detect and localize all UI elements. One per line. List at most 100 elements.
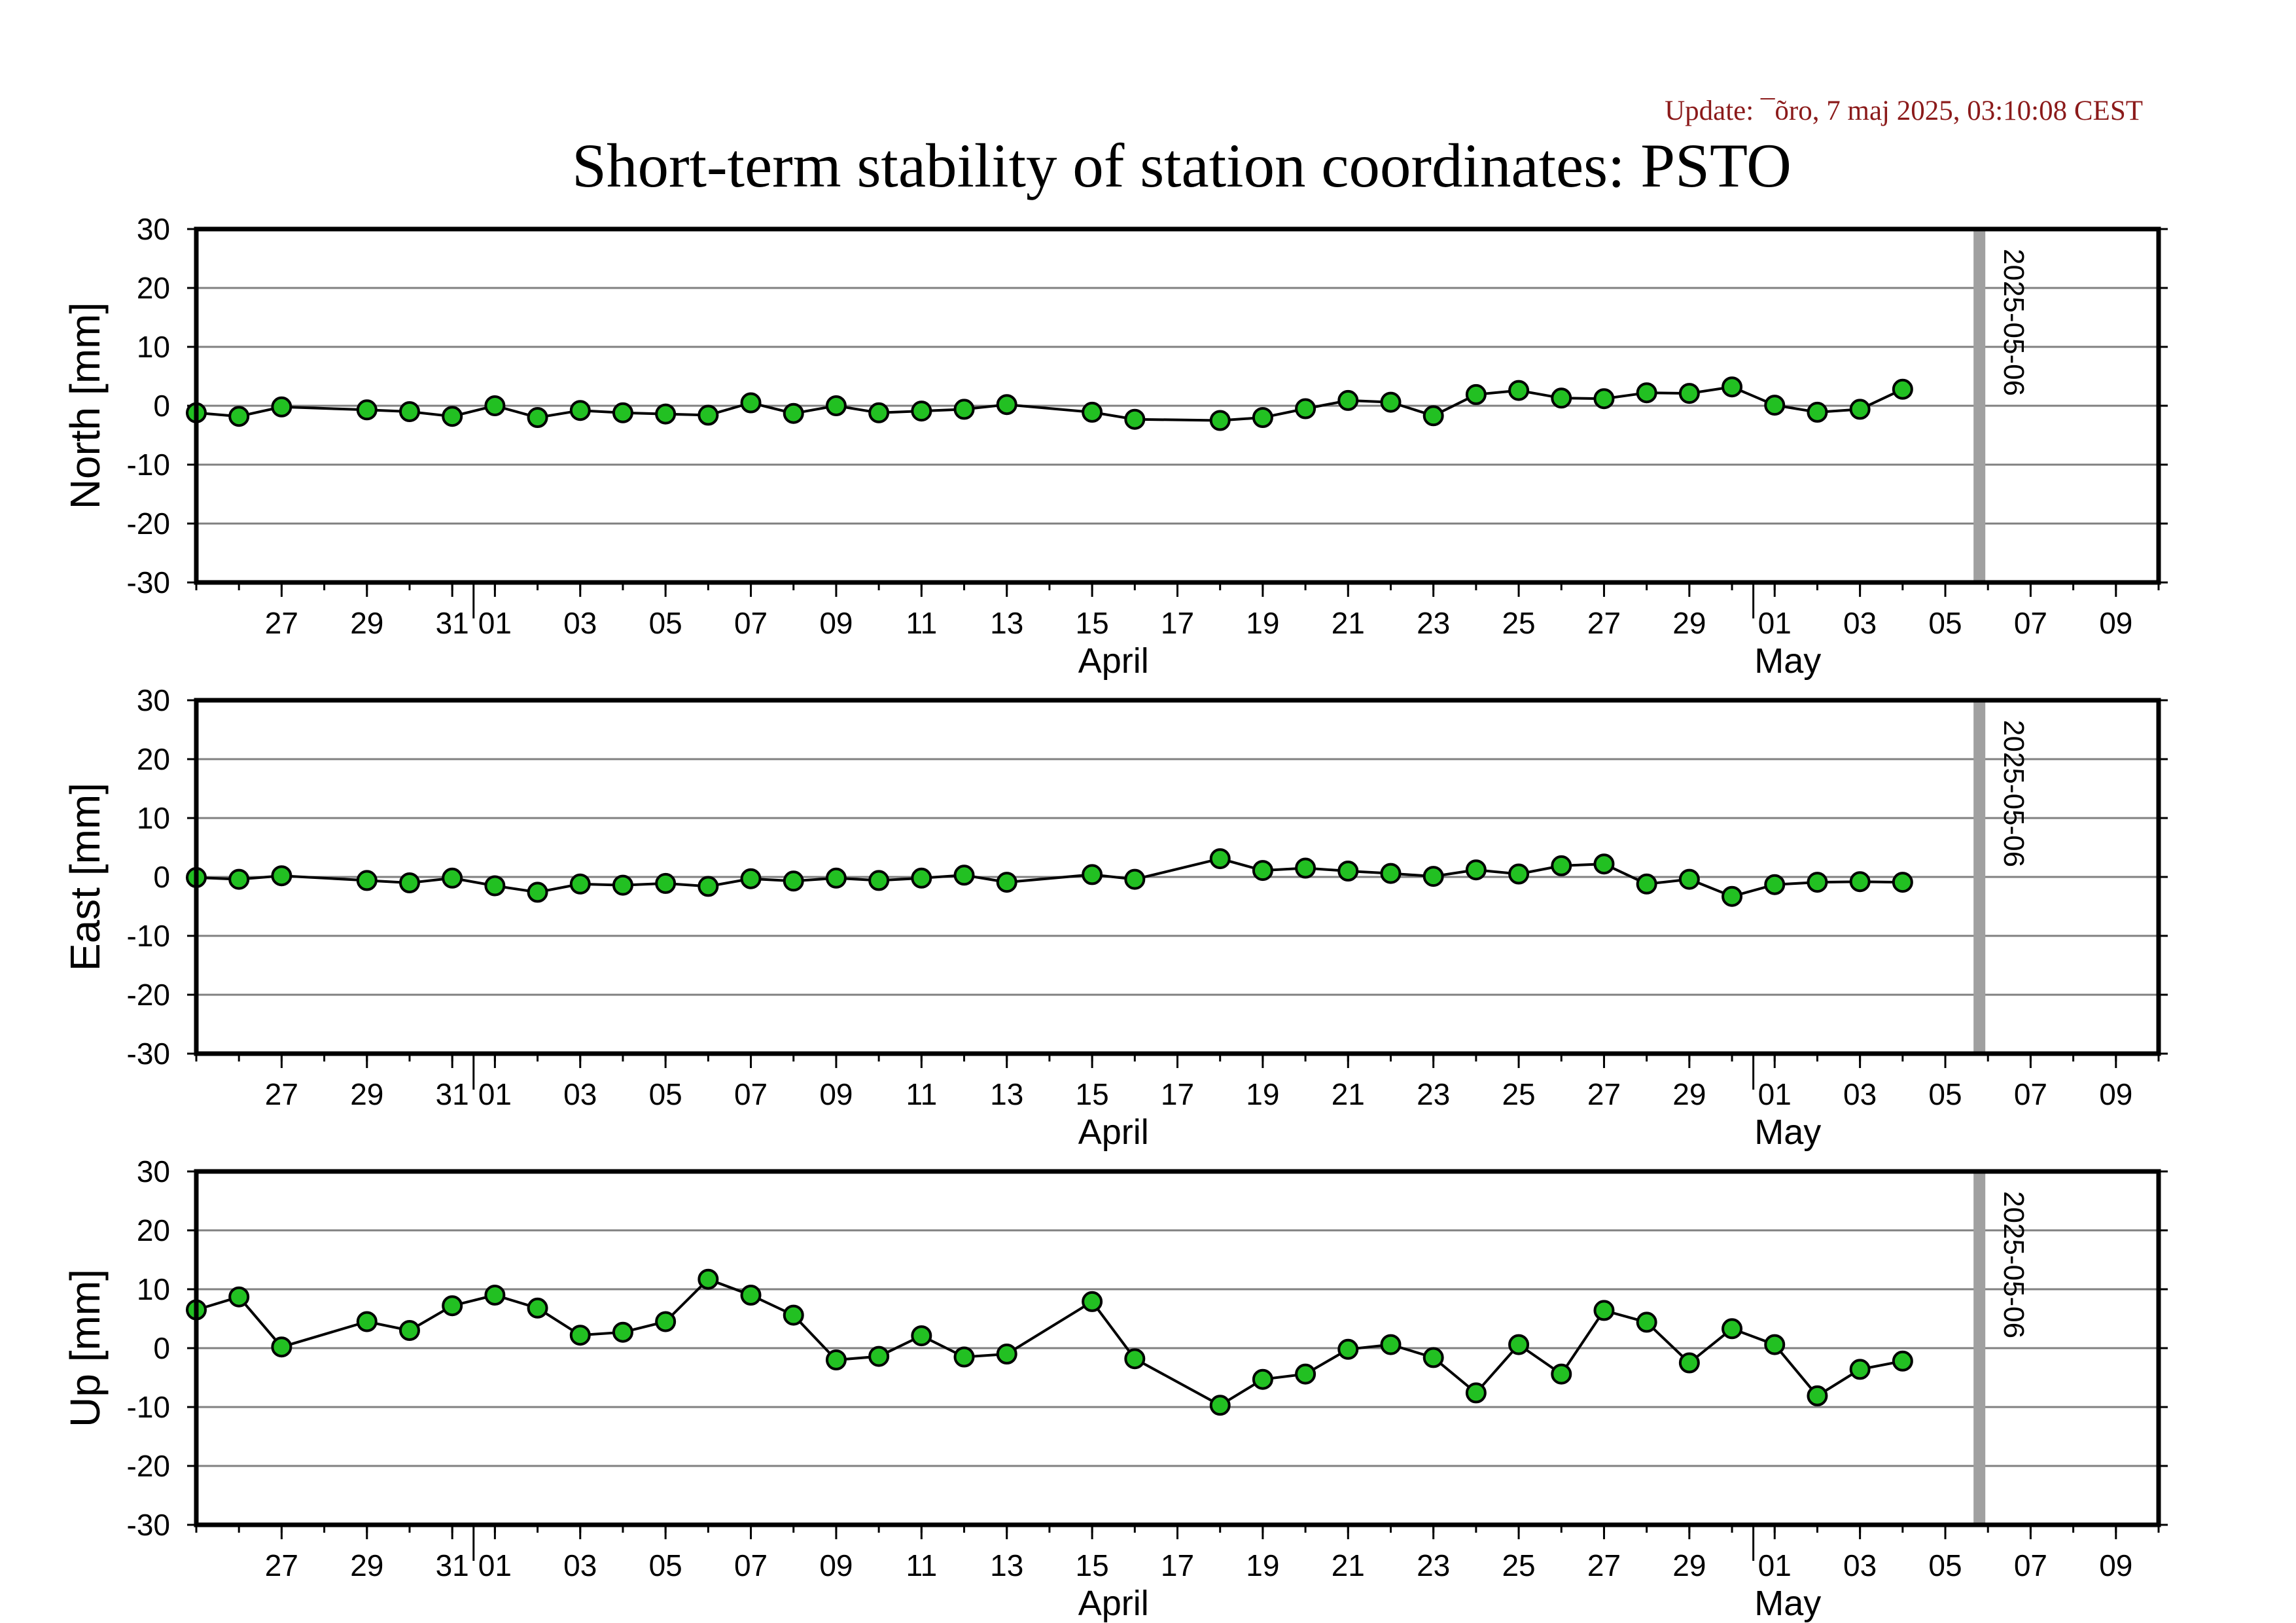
data-point [1422,405,1444,427]
x-tick-label: 17 [1161,1077,1194,1111]
data-point [1422,866,1444,887]
data-point [1593,853,1615,875]
data-point [1849,871,1871,893]
data-point [740,392,762,414]
x-tick-label: 09 [819,606,853,640]
data-point [698,876,719,897]
data-point [527,882,548,903]
data-point [825,1349,847,1370]
data-point [1465,859,1487,881]
data-point [271,396,292,418]
x-tick-label: 11 [906,1548,937,1582]
x-tick-label: 03 [563,1077,597,1111]
data-point [783,870,804,892]
data-point [783,1304,804,1326]
y-tick-label: 0 [153,389,170,423]
data-point [911,867,932,889]
data-point [1807,872,1828,893]
plot-frame [194,226,2161,585]
data-point [1593,1300,1615,1321]
data-point [1849,1359,1871,1380]
x-tick-label: 05 [1928,1077,1962,1111]
current-date-marker [1973,700,1986,1054]
data-point [1551,855,1572,876]
data-point [1551,387,1572,409]
data-point [1295,398,1316,419]
y-tick-label: 20 [137,271,170,305]
data-point [1892,872,1913,893]
data-point [1722,1318,1743,1340]
data-point [996,1344,1017,1364]
panels-group: 30 20 10 0 -10 -20 -30 North [mm] 27 29 31 01 03 05 07… [62,212,2168,1623]
x-tick-label: 23 [1417,606,1450,640]
data-point [1551,1363,1572,1385]
x-tick-label: 11 [906,606,937,640]
data-point [612,402,633,423]
data-point [484,1285,506,1306]
x-tick-label: 01 [478,1077,512,1111]
data-point [996,872,1017,893]
data-point [740,868,762,889]
data-point [1337,861,1359,882]
data-point [527,1297,548,1319]
y-tick-label: -20 [127,978,170,1012]
x-tick-label: 17 [1161,1548,1194,1582]
x-tick-label: 09 [2099,1548,2132,1582]
data-point [398,401,420,422]
data-point [1678,868,1700,890]
current-date-marker [1973,229,1986,582]
data-point [698,404,719,426]
data-point [1636,1311,1657,1333]
month-label: May [1754,1113,1821,1152]
data-point [953,1346,975,1368]
x-tick-label: 13 [990,606,1023,640]
x-tick-label: 13 [990,1548,1023,1582]
y-axis-label: East [mm] [62,783,109,971]
x-tick-label: 31 [436,1548,469,1582]
data-point [612,874,633,896]
data-point [442,1295,463,1317]
data-point [1252,407,1273,428]
x-tick-label: 09 [819,1548,853,1582]
data-point [356,1311,378,1332]
month-label: April [1078,1584,1149,1623]
y-tick-label: 10 [137,1272,170,1306]
data-point [1636,382,1657,404]
chart-title: Short-term stability of station coordina… [572,131,1792,200]
data-point [868,402,890,423]
x-tick-label: 15 [1076,1077,1109,1111]
data-point [655,872,677,894]
x-tick-label: 01 [1758,1077,1792,1111]
x-tick-label: 09 [819,1077,853,1111]
y-tick-label: 20 [137,742,170,776]
x-tick-label: 27 [1587,1077,1621,1111]
x-tick-label: 21 [1332,1548,1365,1582]
data-point [1678,1352,1700,1374]
x-tick-label: 17 [1161,606,1194,640]
plot-frame [194,1169,2161,1527]
data-point [1807,1385,1828,1406]
data-point [1465,383,1487,405]
x-tick-label: 05 [649,1077,682,1111]
y-tick-label: -10 [127,919,170,953]
y-tick-label: 20 [137,1213,170,1247]
current-date-label: 2025-05-06 [1998,1191,2030,1338]
y-tick-label: -20 [127,507,170,541]
x-tick-label: 21 [1332,1077,1365,1111]
data-point [825,395,847,416]
x-tick-label: 05 [649,606,682,640]
current-date-label: 2025-05-06 [1998,720,2030,867]
y-tick-label: 10 [137,330,170,364]
data-point [1380,1334,1402,1355]
x-tick-label: 25 [1502,1548,1535,1582]
x-tick-label: 07 [734,1077,768,1111]
y-tick-label: 0 [153,1331,170,1365]
y-tick-label: 0 [153,860,170,894]
y-tick-label: -10 [127,448,170,482]
x-tick-label: 23 [1417,1548,1450,1582]
panel-north: 30 20 10 0 -10 -20 -30 North [mm] 27 29 31 01 03 05 07… [62,212,2168,681]
x-tick-label: 25 [1502,1077,1535,1111]
panel-up: 30 20 10 0 -10 -20 -30 Up [mm] 27 29 31 01 03 05 07 09 1… [62,1154,2168,1623]
data-point [1508,380,1530,401]
data-point [1209,848,1231,870]
